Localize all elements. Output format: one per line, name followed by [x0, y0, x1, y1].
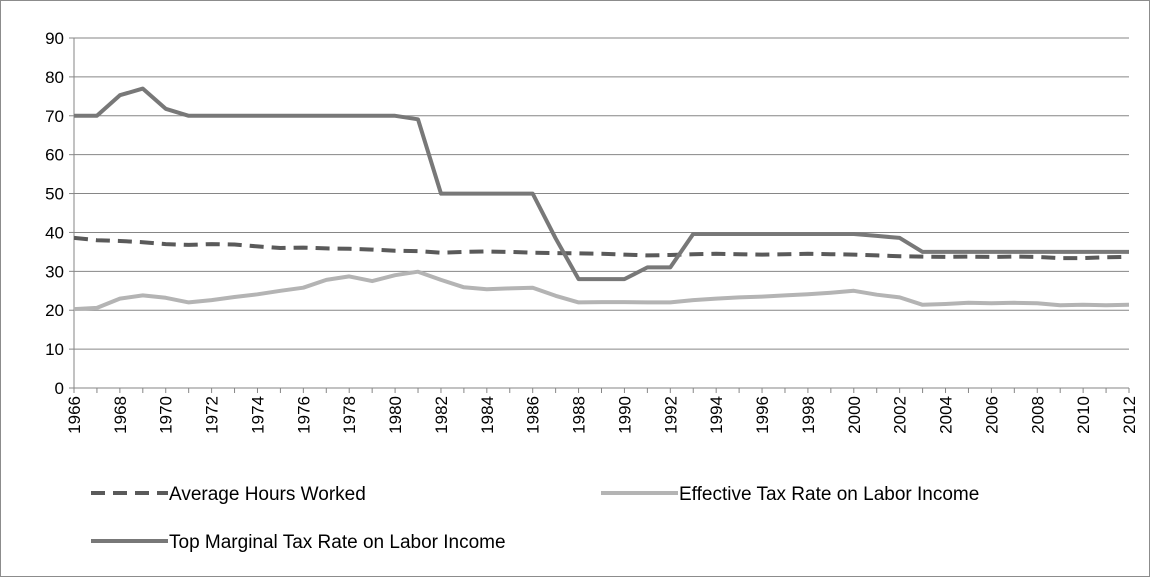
x-tick-label: 1968 — [111, 396, 130, 434]
x-tick-label: 2006 — [982, 396, 1001, 434]
x-tick-label: 1990 — [615, 396, 634, 434]
y-tick-label: 10 — [45, 340, 64, 359]
x-tick-label: 1974 — [248, 396, 267, 434]
y-tick-labels: 0 10 20 30 40 50 60 70 80 90 — [45, 29, 64, 398]
x-tick-label: 1972 — [203, 396, 222, 434]
series-line-1 — [73, 235, 1130, 261]
x-tick-label: 2012 — [1120, 396, 1139, 434]
y-tick-label: 50 — [45, 185, 64, 204]
axes — [69, 37, 1130, 393]
x-tick-label: 2008 — [1028, 396, 1047, 434]
y-tick-label: 70 — [45, 107, 64, 126]
x-tick-label: 1978 — [340, 396, 359, 434]
x-tick-label: 1970 — [157, 396, 176, 434]
x-tick-label: 1986 — [524, 396, 543, 434]
x-tick-label: 1984 — [478, 396, 497, 434]
legend-label-3: Top Marginal Tax Rate on Labor Income — [169, 532, 506, 553]
legend-label-1: Average Hours Worked — [169, 484, 366, 505]
series-line-2 — [73, 269, 1130, 312]
series-line-3 — [74, 86, 1129, 282]
x-tick-label: 1980 — [386, 396, 405, 434]
y-tick-label: 0 — [55, 379, 64, 398]
x-tick-label: 2004 — [937, 396, 956, 434]
x-tick-label: 1976 — [294, 396, 313, 434]
x-tick-labels: 1966 1968 1970 1972 1974 1976 1978 1980 1982 1984… — [65, 396, 1139, 434]
y-tick-label: 20 — [45, 301, 64, 320]
x-tick-label: 2010 — [1074, 396, 1093, 434]
x-tick-label: 1992 — [661, 396, 680, 434]
y-tick-label: 30 — [45, 262, 64, 281]
y-tick-label: 60 — [45, 146, 64, 165]
legend-label-2: Effective Tax Rate on Labor Income — [679, 484, 979, 505]
x-tick-label: 1982 — [432, 396, 451, 434]
x-tick-label: 1998 — [799, 396, 818, 434]
x-tick-label: 2000 — [845, 396, 864, 434]
x-tick-label: 1994 — [707, 396, 726, 434]
y-tick-label: 90 — [45, 29, 64, 48]
y-tick-label: 80 — [45, 68, 64, 87]
x-tick-label: 2002 — [891, 396, 910, 434]
x-tick-label: 1996 — [753, 396, 772, 434]
series-lines — [73, 86, 1130, 312]
y-tick-label: 40 — [45, 223, 64, 242]
legend: Average Hours Worked Effective Tax Rate o… — [91, 484, 979, 553]
x-tick-label: 1966 — [65, 396, 84, 434]
x-tick-label: 1988 — [570, 396, 589, 434]
